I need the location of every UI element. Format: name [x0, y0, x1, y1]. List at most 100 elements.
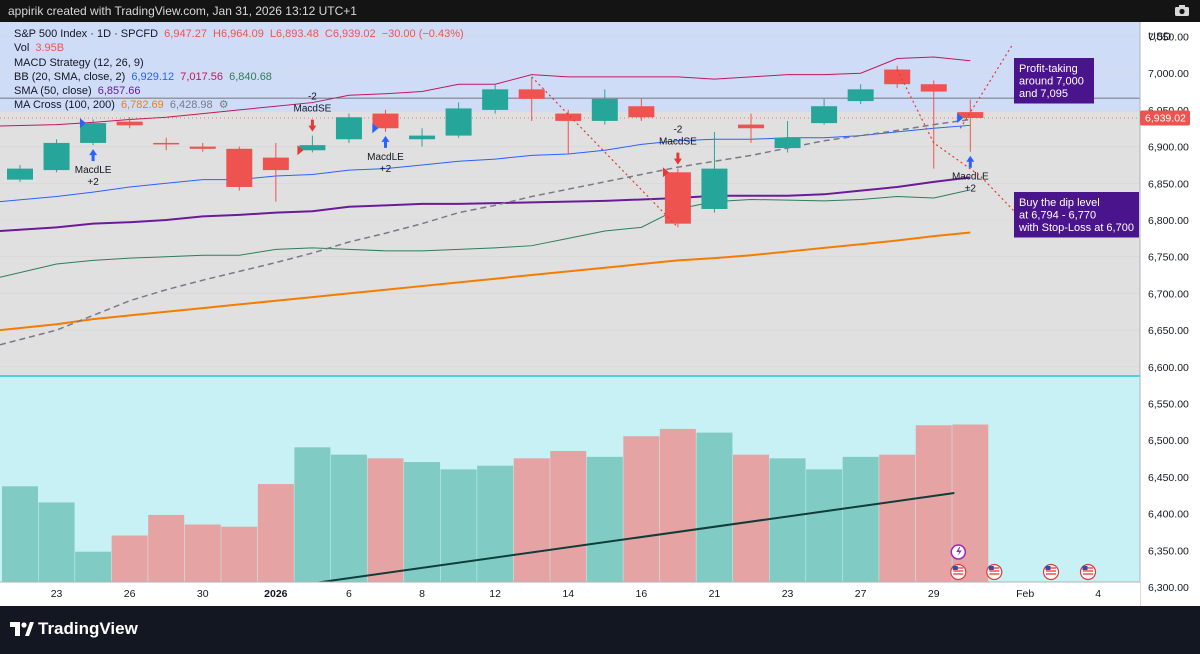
price-tick: 6,600.00: [1148, 362, 1189, 374]
settings-icon[interactable]: ⚙: [218, 99, 229, 112]
volume-bar: [330, 454, 367, 598]
bb-lower-value: 6,840.68: [229, 70, 272, 83]
sma-label[interactable]: SMA (50, close): [14, 85, 92, 98]
price-chart[interactable]: MacdLE+2-2MacdSEMacdLE+2-2MacdSEMacdLE+2…: [0, 22, 1200, 606]
ohlc-low: L6,893.48: [269, 28, 319, 40]
price-tick: 6,500.00: [1148, 435, 1189, 447]
signal-label: MacdLE: [75, 165, 112, 176]
volume-bar: [477, 465, 514, 598]
volume-bar: [440, 469, 477, 598]
price-tick: 6,850.00: [1148, 178, 1189, 190]
legend-sma-row: SMA (50, close) 6,857.66: [14, 84, 464, 98]
vol-label[interactable]: Vol: [14, 42, 30, 55]
date-tick: 8: [419, 588, 425, 600]
volume-bar: [513, 458, 550, 598]
us-flag-event-icon[interactable]: [950, 563, 967, 581]
candle-body: [189, 146, 216, 149]
attribution-text: appirik created with TradingView.com, Ja…: [8, 4, 357, 18]
tradingview-logo-icon: [10, 622, 34, 636]
legend-macd-row: MACD Strategy (12, 26, 9): [14, 56, 464, 70]
vol-value: 3.95B: [35, 42, 65, 55]
buy-dip-note-text: at 6,794 - 6,770: [1019, 210, 1096, 222]
date-tick: 6: [346, 588, 352, 600]
candle-body: [555, 113, 582, 121]
indicators: [0, 56, 1140, 346]
date-tick: 29: [928, 588, 940, 600]
candles: [7, 65, 984, 228]
us-flag-event-icon[interactable]: [1079, 563, 1097, 581]
date-tick: 26: [124, 588, 136, 600]
profit-taking-pointer: [959, 43, 1014, 129]
ohlc-close: C6,939.02: [324, 28, 376, 40]
bottom-bar: TradingView: [0, 606, 1200, 654]
candle-body: [372, 113, 399, 129]
date-tick: 23: [51, 588, 63, 600]
volume-bar: [367, 458, 404, 598]
bb-label[interactable]: BB (20, SMA, close, 2): [14, 70, 126, 83]
candle-body: [591, 98, 618, 121]
us-flag-event-icon[interactable]: [1042, 563, 1060, 581]
candle-body: [847, 89, 874, 102]
price-tick: 6,750.00: [1148, 252, 1189, 264]
us-flag-event-icon[interactable]: [986, 563, 1003, 581]
date-tick: 30: [197, 588, 209, 600]
legend: S&P 500 Index · 1D · SPCFD 6,947.27 H6,9…: [14, 27, 464, 113]
candle-body: [299, 145, 326, 151]
macd-label[interactable]: MACD Strategy (12, 26, 9): [14, 56, 144, 69]
candle-body: [116, 121, 143, 126]
exit-marker-icon: [662, 167, 669, 178]
buy-dip-pointer: [896, 69, 1018, 215]
ohlc-change: −30.00 (−0.43%): [381, 28, 464, 40]
price-tick: 7,050.00: [1148, 32, 1189, 44]
candle-body: [628, 106, 655, 118]
price-tick: 6,900.00: [1148, 142, 1189, 154]
volume-bar: [769, 458, 806, 598]
volume-bar: [404, 462, 441, 598]
candle-body: [409, 135, 436, 140]
ma200-line: [0, 118, 971, 346]
volume-bar: [2, 486, 38, 598]
date-tick: 14: [562, 588, 574, 600]
legend-bb-row: BB (20, SMA, close, 2) 6,929.12 7,017.56…: [14, 70, 464, 84]
sell-arrow-icon: [308, 119, 317, 132]
bb-basis-value: 6,929.12: [131, 70, 175, 83]
entry-marker-icon: [79, 118, 86, 129]
bb-basis-line: [0, 124, 971, 203]
candle-body: [957, 112, 984, 118]
grid: [0, 36, 1140, 368]
signal-label: +2: [87, 177, 99, 188]
ma100-value: 6,782.69: [120, 99, 164, 112]
ma-label[interactable]: MA Cross (100, 200): [14, 99, 115, 112]
volume-bar: [550, 451, 587, 598]
date-axis[interactable]: [0, 582, 1140, 606]
signal-label: -2: [673, 125, 682, 136]
events-row: [950, 544, 1097, 581]
ohlc-open: 6,947.27: [164, 28, 207, 40]
bb-lower-line: [0, 189, 971, 278]
buy-arrow-icon: [381, 135, 390, 148]
buy-dip-note-text: Buy the dip level: [1019, 197, 1100, 209]
buy-arrow-icon: [89, 149, 98, 162]
buy-dip-note: [1014, 192, 1139, 238]
sell-arrow-icon: [673, 152, 682, 165]
date-tick: 16: [636, 588, 648, 600]
price-tick: 6,650.00: [1148, 325, 1189, 337]
date-ticks: 23 26 30 2026 6 8 12 14 16 21 23 27 29 Feb 4: [51, 588, 1102, 600]
signal-label: MacdLE: [952, 172, 989, 183]
price-tick: 6,350.00: [1148, 545, 1189, 557]
volume-bar: [879, 454, 916, 598]
date-tick: 21: [709, 588, 721, 600]
entry-marker-icon: [372, 123, 379, 134]
symbol-label[interactable]: S&P 500 Index · 1D · SPCFD: [14, 28, 159, 40]
sma50-line: [0, 176, 971, 233]
candle-body: [335, 117, 362, 140]
volume-bar: [915, 425, 952, 598]
candle-body: [80, 123, 107, 143]
camera-icon[interactable]: [1174, 4, 1190, 17]
candle-body: [518, 89, 545, 99]
profit-taking-note-text: Profit-taking: [1019, 63, 1078, 75]
date-tick: 23: [782, 588, 794, 600]
volume-bar: [842, 456, 879, 598]
